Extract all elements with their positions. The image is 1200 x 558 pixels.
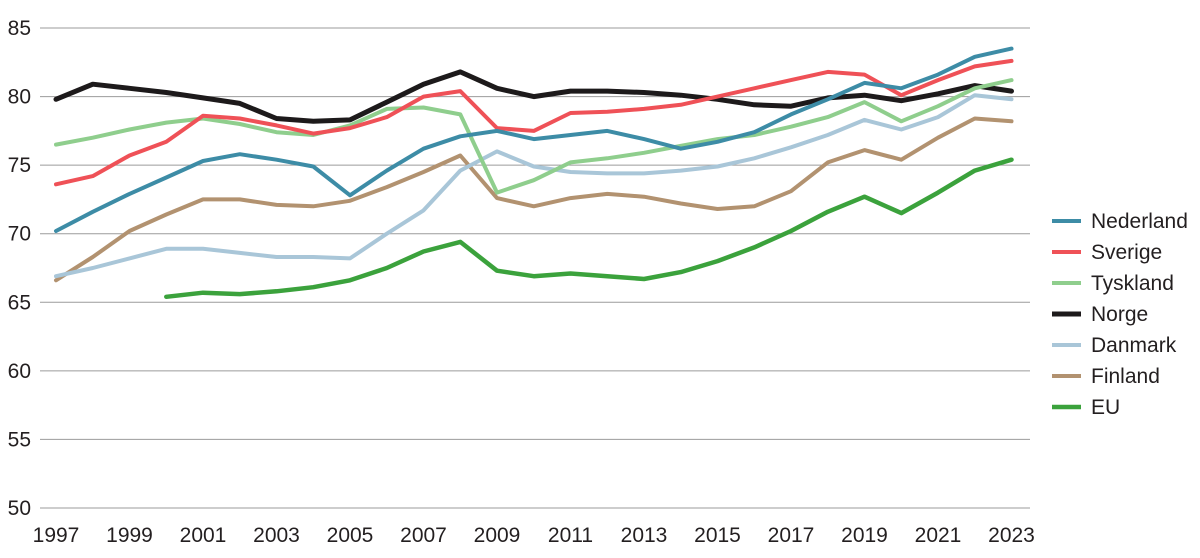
x-tick-label-1999: 1999 (106, 524, 153, 547)
series-line-finland (54, 116, 1014, 283)
x-tick-label-2023: 2023 (988, 524, 1035, 547)
legend-label-nederland: Nederland (1091, 210, 1188, 233)
series-line-eu (164, 157, 1014, 300)
legend: Nederland Sverige Tyskland Norge Danmark Finl… (1052, 210, 1188, 419)
x-tick-label-2003: 2003 (253, 524, 300, 547)
x-tick-label-2013: 2013 (621, 524, 668, 547)
x-axis-tick-labels: 1997 1999 2001 2003 2005 2007 2009 2011 2013 2015… (33, 524, 1035, 547)
x-tick-label-2021: 2021 (915, 524, 962, 547)
legend-label-finland: Finland (1091, 365, 1160, 388)
legend-item-finland: Finland (1052, 365, 1160, 388)
legend-label-eu: EU (1091, 396, 1120, 419)
legend-item-danmark: Danmark (1052, 334, 1177, 357)
legend-item-norge: Norge (1052, 303, 1148, 326)
x-tick-label-2005: 2005 (327, 524, 374, 547)
series-line-danmark (54, 93, 1014, 279)
legend-label-sverige: Sverige (1091, 241, 1162, 264)
x-tick-label-2017: 2017 (768, 524, 815, 547)
x-tick-label-1997: 1997 (33, 524, 80, 547)
series-line-norge (53, 69, 1014, 124)
y-tick-label-50: 50 (8, 497, 31, 520)
y-tick-label-75: 75 (8, 154, 31, 177)
y-axis-tick-labels: 50 55 60 65 70 75 80 85 (8, 17, 31, 520)
legend-label-norge: Norge (1091, 303, 1148, 326)
y-tick-label-70: 70 (8, 223, 31, 246)
x-tick-label-2001: 2001 (180, 524, 227, 547)
x-tick-label-2015: 2015 (694, 524, 741, 547)
series-line-nederland (54, 46, 1014, 233)
legend-item-tyskland: Tyskland (1052, 272, 1174, 295)
legend-item-sverige: Sverige (1052, 241, 1162, 264)
x-tick-label-2011: 2011 (548, 524, 593, 547)
legend-item-nederland: Nederland (1052, 210, 1188, 233)
y-tick-label-85: 85 (8, 17, 31, 40)
series-line-sverige (54, 58, 1014, 187)
legend-label-tyskland: Tyskland (1091, 272, 1174, 295)
y-tick-label-65: 65 (8, 291, 31, 314)
y-tick-label-55: 55 (8, 428, 31, 451)
legend-label-danmark: Danmark (1091, 334, 1177, 357)
x-tick-label-2019: 2019 (841, 524, 888, 547)
series-line-tyskland (54, 78, 1014, 195)
x-tick-label-2007: 2007 (400, 524, 447, 547)
y-tick-label-80: 80 (8, 86, 31, 109)
series-lines (53, 46, 1014, 300)
x-tick-label-2009: 2009 (474, 524, 521, 547)
y-tick-label-60: 60 (8, 360, 31, 383)
legend-item-eu: EU (1052, 396, 1120, 419)
